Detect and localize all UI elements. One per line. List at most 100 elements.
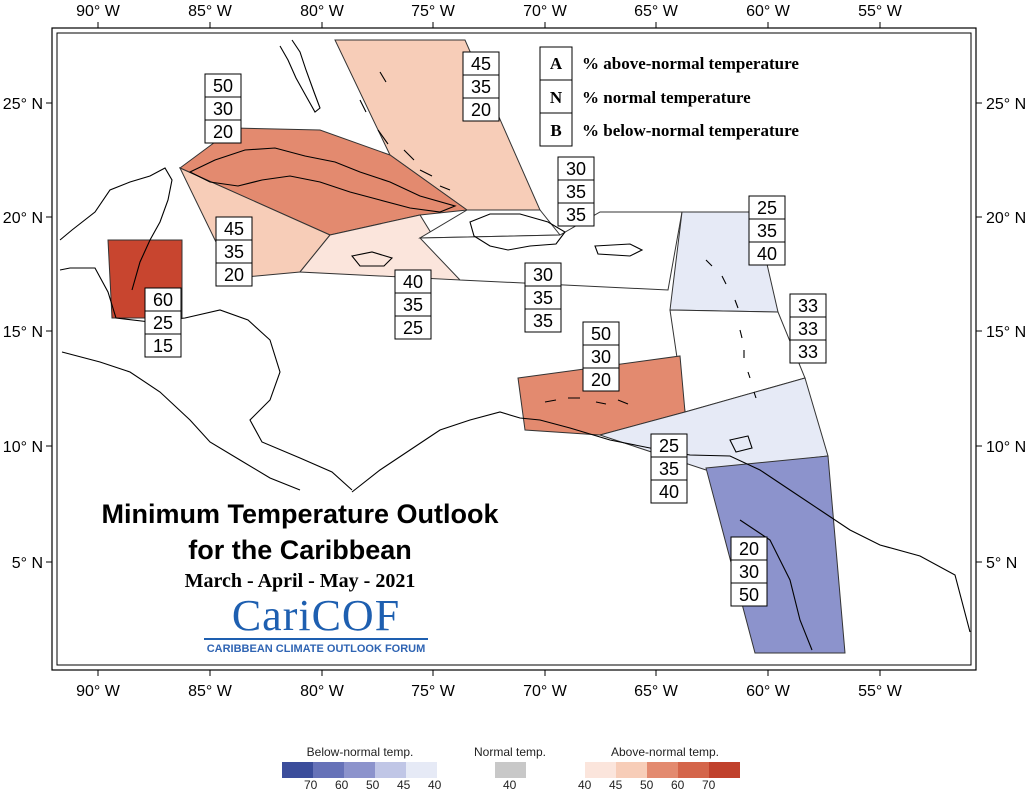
lat-tick-left: 25° N [3,96,43,113]
guiana-interior [739,519,813,651]
prob-value-b: 20 [471,100,491,120]
prob-value-b: 33 [798,342,818,362]
lon-tick-top: 60° W [746,3,791,20]
key-text-above: % above-normal temperature [582,54,799,73]
subtitle-season: March - April - May - 2021 [184,570,416,592]
legend-below-value: 40 [428,778,442,792]
prob-box-windward: 33 33 33 [789,293,827,364]
map-inner-frame [56,32,972,666]
prob-value-a: 33 [798,296,818,316]
prob-value-a: 50 [591,324,611,344]
pacific-coast [61,351,301,491]
lon-tick-top: 55° W [858,3,903,20]
logo-rule [204,638,428,640]
legend-above-value: 60 [671,778,685,792]
lon-tick-bottom: 85° W [188,683,233,700]
prob-value-b: 50 [739,585,759,605]
bahamas-islands [359,71,451,191]
lat-tick-left: 5° N [12,555,43,572]
lon-tick-bottom: 70° W [523,683,568,700]
lat-tick-right: 15° N [986,324,1026,341]
prob-value-b: 35 [566,205,586,225]
legend-above-value: 70 [702,778,716,792]
key-letter-n: N [550,88,563,107]
legend-below-swatch [375,762,406,778]
lat-tick-left: 10° N [3,439,43,456]
prob-box-jamaica: 40 35 25 [394,269,432,340]
longitude-ticks-bottom: 90° W 85° W 80° W 75° W 70° W 65° W 60° W 55° W [76,670,903,700]
legend-below-value: 60 [335,778,349,792]
prob-value-n: 30 [213,99,233,119]
legend-above-swatch [678,762,709,778]
lesser-antilles [705,259,757,399]
legend-above-swatch [647,762,678,778]
abc-islands [544,397,629,405]
latitude-ticks-right: 25° N 20° N 15° N 10° N 5° N [976,96,1026,572]
key-text-normal: % normal temperature [582,88,751,107]
legend-above-value: 45 [609,778,623,792]
prob-value-n: 30 [591,347,611,367]
lon-tick-bottom: 80° W [300,683,345,700]
lat-tick-right: 10° N [986,439,1026,456]
prob-box-hispaniola: 30 35 35 [524,262,562,333]
prob-value-a: 25 [659,436,679,456]
legend-normal-label: Normal temp. [473,745,547,759]
lon-tick-top: 75° W [411,3,456,20]
yucatan-coast [59,167,173,291]
legend-above-value: 40 [578,778,592,792]
central-america-coast [59,267,353,491]
prob-value-a: 30 [566,159,586,179]
lon-tick-bottom: 65° W [634,683,679,700]
prob-box-cuba: 50 30 20 [204,73,242,144]
prob-value-b: 35 [533,311,553,331]
prob-value-n: 33 [798,319,818,339]
lat-tick-left: 15° N [3,324,43,341]
puerto-rico-coast [594,243,644,257]
prob-value-n: 35 [659,459,679,479]
south-america-coast [351,411,971,633]
prob-value-n: 35 [757,221,777,241]
lat-tick-right: 5° N [986,555,1017,572]
legend-below-swatch [313,762,344,778]
lon-tick-bottom: 60° W [746,683,791,700]
florida-coast [279,39,321,113]
trinidad-coast [729,435,753,453]
title-line-1: Minimum Temperature Outlook [101,499,499,529]
lon-tick-bottom: 55° W [858,683,903,700]
prob-value-b: 40 [659,482,679,502]
prob-value-a: 20 [739,539,759,559]
prob-value-a: 40 [403,272,423,292]
prob-value-a: 45 [224,219,244,239]
prob-value-b: 20 [224,265,244,285]
legend-below-value: 70 [304,778,318,792]
lon-tick-top: 80° W [300,3,345,20]
region-cayman [178,166,331,279]
prob-box-turks: 30 35 35 [557,156,595,227]
title-line-2: for the Caribbean [188,535,412,565]
legend-above-swatch [709,762,740,778]
lon-tick-top: 65° W [634,3,679,20]
key-letter-a: A [550,54,563,73]
cuba-coast [188,147,457,213]
lon-tick-top: 90° W [76,3,121,20]
prob-value-b: 20 [591,370,611,390]
prob-box-cayman: 45 35 20 [215,216,253,287]
legend-below-value: 50 [366,778,380,792]
legend-below-value: 45 [397,778,411,792]
prob-value-b: 25 [403,318,423,338]
legend-normal-value: 40 [503,778,517,792]
lon-tick-bottom: 75° W [411,683,456,700]
caricof-tagline: CARIBBEAN CLIMATE OUTLOOK FORUM [206,643,426,655]
hispaniola-coast [469,213,566,251]
longitude-ticks-top: 90° W 85° W 80° W 75° W 70° W 65° W 60° W 55° W [76,3,903,28]
coastlines [59,39,971,651]
prob-value-a: 25 [757,198,777,218]
prob-box-belize: 60 25 15 [144,287,182,358]
key-text-below: % below-normal temperature [582,121,799,140]
prob-value-a: 45 [471,54,491,74]
prob-value-n: 35 [533,288,553,308]
prob-value-n: 30 [739,562,759,582]
prob-value-n: 35 [471,77,491,97]
prob-box-guianas: 20 30 50 [730,536,768,607]
probability-key: A N B % above-normal temperature % norma… [539,46,799,147]
